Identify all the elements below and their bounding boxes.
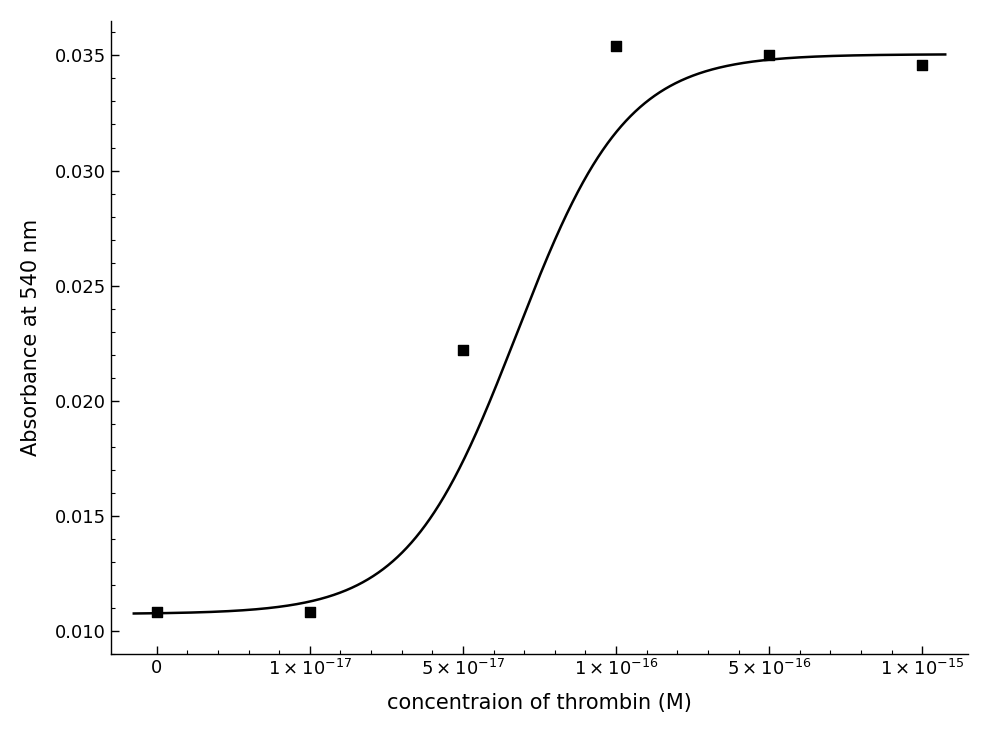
X-axis label: concentraion of thrombin (M): concentraion of thrombin (M) [387, 693, 692, 713]
Point [455, 344, 471, 356]
Point [761, 49, 777, 61]
Point [148, 606, 164, 617]
Point [608, 40, 624, 52]
Point [915, 59, 931, 70]
Y-axis label: Absorbance at 540 nm: Absorbance at 540 nm [21, 219, 41, 456]
Point [302, 606, 318, 617]
